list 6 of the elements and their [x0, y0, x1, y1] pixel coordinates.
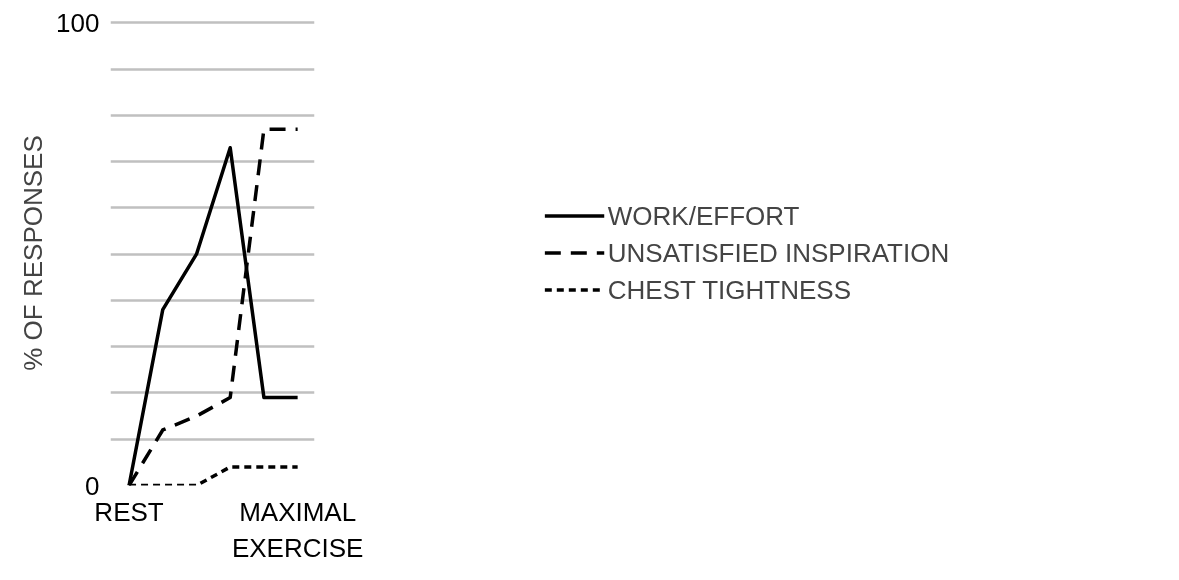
- legend-label: UNSATISFIED INSPIRATION: [607, 237, 950, 268]
- legend-label: CHEST TIGHTNESS: [607, 274, 851, 305]
- x-tick-label: MAXIMAL EXERCISE: [231, 496, 364, 563]
- y-axis-title: % OF RESPONSES: [18, 135, 49, 371]
- legend-label: WORK/EFFORT: [607, 200, 800, 231]
- y-tick-label: 100: [56, 7, 100, 38]
